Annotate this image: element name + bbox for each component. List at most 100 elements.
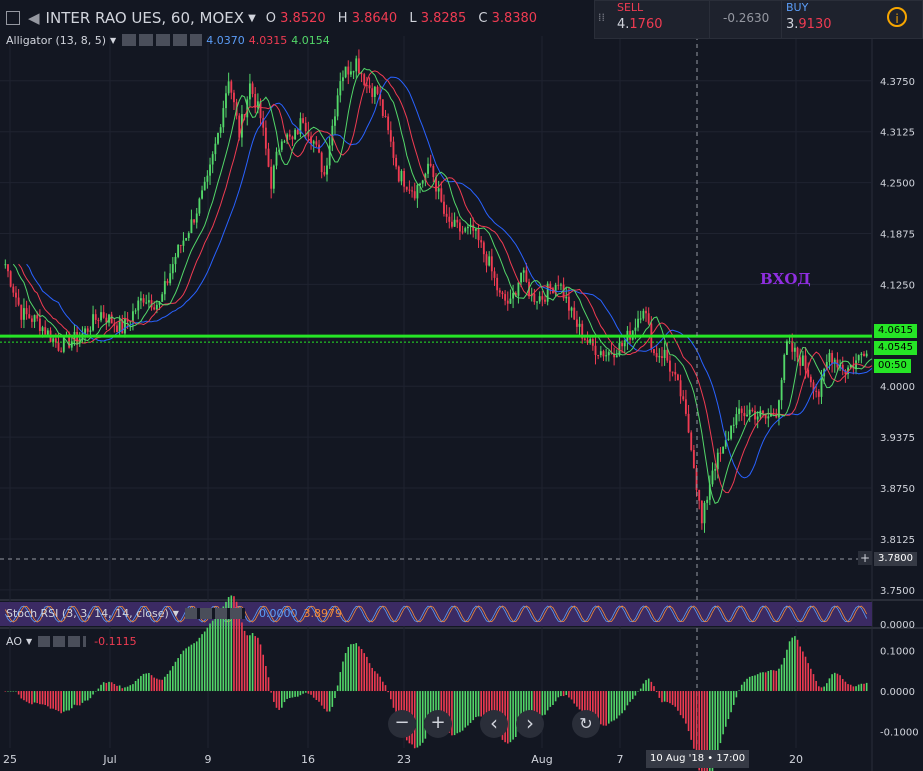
candle-body [198, 198, 201, 214]
indicator-controls[interactable] [184, 608, 245, 619]
zoom-in-button[interactable]: + [424, 710, 452, 738]
candle-body [711, 470, 714, 485]
ao-bar [358, 646, 360, 692]
ao-bar [669, 691, 671, 704]
ao-bar [134, 681, 137, 692]
candle-body [381, 99, 384, 117]
candle-body [844, 370, 847, 375]
ao-bar [554, 691, 557, 702]
indicator-controls[interactable] [122, 34, 203, 46]
ao-bar [225, 601, 227, 692]
candle-body [474, 228, 477, 231]
sell-button[interactable]: SELL 4.1760 [613, 1, 710, 38]
candle-body [498, 290, 501, 293]
dropdown-icon[interactable]: ▼ [26, 637, 33, 646]
buy-button[interactable]: BUY 3.9130 [781, 1, 878, 38]
ao-bar [360, 648, 363, 692]
dropdown-icon[interactable]: ▼ [172, 609, 179, 618]
candle-body [692, 449, 695, 469]
candle-body [272, 165, 275, 189]
ao-bar [201, 634, 203, 692]
candle-body [86, 328, 89, 332]
candle-body [716, 452, 719, 470]
zoom-out-button[interactable]: − [388, 710, 416, 738]
candle-body [448, 216, 451, 222]
candle-body [262, 118, 265, 128]
ao-bar [102, 682, 105, 692]
ao-bar [60, 691, 62, 714]
ao-bar [576, 691, 578, 707]
x-tick-label: 9 [205, 753, 212, 766]
ao-bar [137, 678, 140, 692]
ao-bar [84, 691, 86, 701]
ao-bar [802, 651, 804, 692]
candle-body [312, 141, 315, 144]
high-value: 3.8640 [351, 10, 398, 26]
ao-bar [379, 676, 381, 692]
candle-body [171, 264, 174, 274]
ao-bar [719, 691, 722, 744]
ao-bar [198, 637, 201, 692]
candle-body [57, 342, 60, 351]
ao-bar [132, 684, 134, 692]
ao-bar [541, 691, 544, 716]
candle-body [687, 413, 690, 433]
ao-label[interactable]: AO [6, 635, 22, 648]
ao-bar [746, 678, 748, 692]
drag-handle-icon[interactable]: ⁞⁞ [598, 11, 605, 24]
ao-bar [427, 691, 429, 732]
collapse-icon[interactable]: ◀ [28, 9, 40, 27]
candle-body [174, 256, 177, 265]
ao-bar [578, 691, 581, 710]
candle-body [804, 355, 807, 370]
chart-header: ◀ INTER RAO UES, 60, MOEX ▼ O 3.8520 H 3… [6, 0, 537, 36]
ao-bar [796, 639, 799, 692]
dropdown-icon[interactable]: ▼ [110, 35, 117, 45]
candle-body [817, 391, 820, 397]
candle-body [865, 353, 868, 357]
dropdown-icon[interactable]: ▼ [248, 12, 256, 24]
candle-body [642, 310, 645, 319]
indicator-controls[interactable] [38, 636, 87, 647]
spread-value: -0.2630 [723, 11, 770, 25]
y-tick-label: 4.3750 [880, 77, 915, 88]
ao-bar [522, 691, 525, 718]
candle-body [405, 186, 408, 190]
candle-body [458, 222, 461, 232]
candle-body [190, 219, 193, 234]
candle-body [206, 175, 209, 182]
ao-bar [28, 691, 31, 704]
ao-tick-label: 0.1000 [880, 646, 915, 657]
candle-body [684, 399, 687, 414]
symbol-title[interactable]: INTER RAO UES, 60, MOEX [45, 9, 245, 27]
candle-body [759, 410, 762, 417]
ao-bar [9, 691, 12, 692]
entry-annotation[interactable]: ВХОД [760, 270, 811, 288]
ao-bar [443, 691, 445, 729]
ao-bar [514, 691, 517, 738]
candle-body [25, 308, 28, 315]
scroll-left-button[interactable]: ‹ [480, 710, 508, 738]
ao-bar [339, 672, 342, 692]
ao-bar [525, 691, 528, 714]
scroll-right-button[interactable]: › [516, 710, 544, 738]
candle-body [751, 409, 754, 411]
candle-body [738, 408, 740, 415]
candle-body [517, 282, 520, 296]
ao-bar [203, 631, 206, 692]
candle-body [645, 310, 647, 314]
ao-bar [621, 691, 623, 714]
candle-body [432, 165, 435, 178]
menu-icon[interactable] [6, 11, 20, 25]
ao-bar [113, 684, 116, 692]
info-icon[interactable]: i [887, 7, 907, 27]
candle-body [68, 334, 71, 348]
reset-button[interactable]: ↻ [572, 710, 600, 738]
stoch-rsi-label[interactable]: Stoch RSI (3, 3, 14, 14, close) [6, 607, 169, 620]
alligator-label[interactable]: Alligator (13, 8, 5) [6, 33, 107, 47]
crosshair-plus-icon[interactable]: + [858, 551, 872, 565]
ao-bar [23, 691, 25, 701]
candle-body [376, 86, 379, 94]
candle-body [46, 330, 49, 335]
